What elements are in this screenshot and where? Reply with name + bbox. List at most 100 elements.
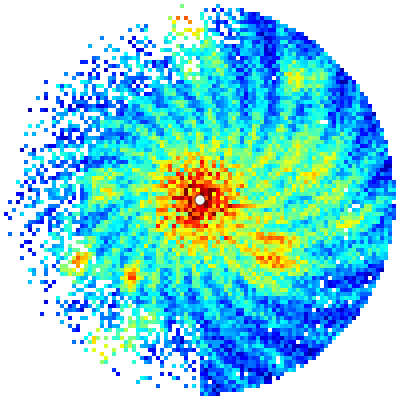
scan-cell: [32, 152, 36, 156]
scan-cell: [96, 184, 100, 188]
scan-cell: [256, 88, 260, 92]
scan-cell: [320, 164, 324, 168]
scan-cell: [336, 152, 340, 156]
scan-cell: [176, 188, 180, 192]
scan-cell: [380, 176, 384, 180]
scan-cell: [180, 188, 184, 192]
scan-cell: [92, 136, 96, 140]
scan-cell: [200, 220, 204, 224]
scan-cell: [276, 76, 280, 80]
scan-cell: [140, 120, 144, 124]
scan-cell: [140, 64, 144, 68]
scan-cell: [228, 232, 232, 236]
scan-cell: [380, 180, 384, 184]
scan-cell: [144, 292, 148, 296]
scan-cell: [332, 184, 336, 188]
scan-cell: [128, 220, 132, 224]
scan-cell: [104, 140, 108, 144]
scan-cell: [320, 172, 324, 176]
scan-cell: [308, 84, 312, 88]
scan-cell: [184, 124, 188, 128]
scan-cell: [172, 20, 176, 24]
scan-cell: [132, 176, 136, 180]
scan-cell: [252, 116, 256, 120]
scan-cell: [88, 212, 92, 216]
scan-cell: [280, 208, 284, 212]
scan-cell: [332, 268, 336, 272]
scan-cell: [180, 160, 184, 164]
scan-cell: [48, 144, 52, 148]
scan-cell: [92, 120, 96, 124]
scan-cell: [60, 196, 64, 200]
scan-cell: [192, 148, 196, 152]
scan-cell: [344, 220, 348, 224]
scan-cell: [292, 232, 296, 236]
scan-cell: [288, 176, 292, 180]
scan-cell: [232, 128, 236, 132]
scan-cell: [284, 144, 288, 148]
scan-cell: [220, 76, 224, 80]
scan-cell: [280, 256, 284, 260]
scan-cell: [324, 148, 328, 152]
scan-cell: [236, 236, 240, 240]
scan-cell: [180, 260, 184, 264]
scan-cell: [340, 276, 344, 280]
scan-cell: [192, 216, 196, 220]
scan-cell: [56, 112, 60, 116]
scan-cell: [224, 296, 228, 300]
scan-cell: [156, 288, 160, 292]
scan-cell: [200, 68, 204, 72]
scan-cell: [168, 276, 172, 280]
scan-cell: [64, 256, 68, 260]
scan-cell: [132, 148, 136, 152]
scan-cell: [224, 64, 228, 68]
scan-cell: [228, 16, 232, 20]
scan-cell: [60, 244, 64, 248]
scan-cell: [280, 168, 284, 172]
scan-cell: [228, 216, 232, 220]
scan-cell: [336, 172, 340, 176]
scan-cell: [252, 92, 256, 96]
scan-cell: [68, 272, 72, 276]
scan-cell: [120, 56, 124, 60]
scan-cell: [336, 284, 340, 288]
scan-cell: [216, 168, 220, 172]
scan-cell: [96, 248, 100, 252]
scan-cell: [28, 188, 32, 192]
scan-cell: [344, 268, 348, 272]
scan-cell: [352, 140, 356, 144]
scan-cell: [272, 32, 276, 36]
scan-cell: [180, 100, 184, 104]
scan-cell: [208, 112, 212, 116]
scan-cell: [100, 208, 104, 212]
scan-cell: [288, 236, 292, 240]
scan-cell: [220, 276, 224, 280]
scan-cell: [304, 144, 308, 148]
scan-cell: [164, 188, 168, 192]
scan-cell: [280, 224, 284, 228]
scan-cell: [216, 260, 220, 264]
scan-cell: [144, 184, 148, 188]
scan-cell: [256, 204, 260, 208]
scan-cell: [388, 220, 392, 224]
scan-cell: [60, 132, 64, 136]
scan-cell: [256, 12, 260, 16]
scan-cell: [84, 60, 88, 64]
scan-cell: [252, 184, 256, 188]
scan-cell: [356, 120, 360, 124]
scan-cell: [320, 108, 324, 112]
scan-cell: [284, 40, 288, 44]
scan-cell: [96, 228, 100, 232]
scan-cell: [224, 80, 228, 84]
scan-cell: [228, 256, 232, 260]
scan-cell: [220, 212, 224, 216]
scan-cell: [236, 132, 240, 136]
scan-cell: [92, 212, 96, 216]
scan-cell: [236, 176, 240, 180]
scan-cell: [236, 60, 240, 64]
scan-cell: [316, 200, 320, 204]
scan-cell: [240, 32, 244, 36]
scan-cell: [252, 36, 256, 40]
scan-cell: [136, 288, 140, 292]
scan-cell: [136, 276, 140, 280]
